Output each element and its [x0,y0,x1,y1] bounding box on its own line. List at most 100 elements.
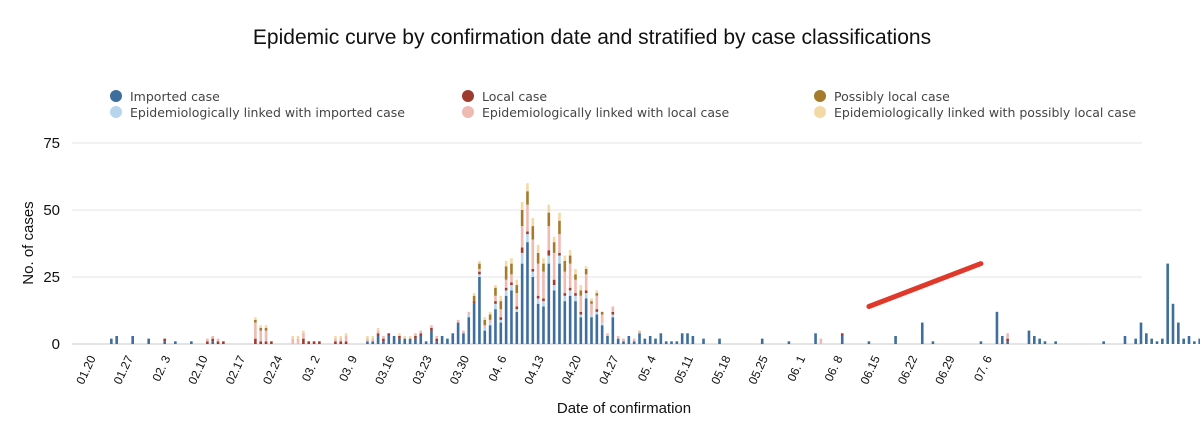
bar-segment [414,333,417,336]
axes: 0 25 50 75 01.20 01.27 02. 3 02.10 02.17 02.24 03.… [43,135,995,386]
legend-label: Epidemiologically linked with imported c… [130,105,405,120]
bar-segment [547,212,551,227]
bar-segment [600,314,604,323]
bar-segment [1006,338,1009,342]
bar-segment [632,338,636,342]
bar-segment [595,293,599,296]
bar-segment [371,338,375,342]
bar-segment [312,341,316,344]
x-tick-label: 06.29 [932,353,958,386]
x-axis-label: Date of confirmation [557,400,691,417]
bar-segment [760,338,764,344]
bar-segment [259,341,263,344]
bar-segment [382,338,385,342]
bar-segment [110,338,113,344]
chart-title: Epidemic curve by confirmation date and … [252,26,932,49]
bar-segment [472,301,476,304]
bar-segment [472,303,476,344]
bar-segment [526,242,529,344]
bar-segment [552,252,556,280]
bar-segment [1198,338,1200,344]
bar-segment [264,330,268,342]
bar-segment [488,311,492,315]
bar-segment [536,295,540,299]
legend-label: Local case [482,89,547,104]
bar-segment [115,335,118,344]
bar-segment [494,309,497,344]
bar-segment [1054,341,1057,344]
bar-segment [382,341,385,344]
bar-segment [547,263,551,344]
bar-segment [1150,338,1153,344]
legend-label: Epidemiologically linked with local case [482,105,730,120]
bar-segment [483,317,487,320]
bar-segment [270,341,273,344]
bar-segment [611,311,615,315]
bar-segment [931,341,935,344]
legend-label: Imported case [130,89,220,104]
bar-segment [259,330,263,342]
bar-segment [307,341,311,344]
bar-segment [339,341,343,344]
bar-segment [547,255,551,264]
bar-segment [840,333,844,336]
bar-segment [526,231,529,235]
y-tick-label: 75 [43,135,60,152]
bar-segment [568,287,572,291]
x-tick-label: 06.22 [895,353,921,386]
bar-segment [419,333,423,336]
bar-segment [520,210,524,227]
bar-segment [499,317,503,320]
bar-segment [595,314,599,344]
bar-segment [547,226,551,251]
bar-segment [398,338,401,344]
bar-segment [419,335,423,344]
x-tick-label: 06. 8 [822,353,846,383]
bar-segment [584,298,588,344]
bar-segment [563,255,567,261]
bar-segment [291,335,295,339]
bar-segment [590,301,593,304]
bar-segment [472,295,476,302]
x-tick-label: 05.25 [746,353,772,386]
bar-segment [499,322,503,344]
bar-segment [499,309,503,318]
bar-segment [376,333,380,336]
bar-segment [376,327,380,331]
bar-segment [1033,335,1036,344]
bar-segment [216,338,220,342]
bar-segment [254,317,257,320]
bar-segment [515,306,519,310]
bar-segment [403,335,407,339]
bar-segment [568,250,572,256]
bar-segment [376,330,380,334]
legend: Imported case Local case Possibly local ca… [110,89,1136,120]
bar-segment [163,338,166,342]
bar-segment [531,218,535,227]
bar-segment [574,293,577,296]
bar-segment [478,274,481,277]
bar-segment [515,285,519,294]
bar-segment [478,271,481,275]
bar-segment [558,234,561,253]
bar-segment [600,322,604,326]
bar-segment [590,298,593,302]
bar-segment [504,279,508,288]
bar-segment [1166,263,1169,344]
legend-marker [814,90,826,102]
bar-segment [638,330,641,334]
bar-segment [568,263,572,288]
legend-marker [462,106,474,118]
bar-segment [563,271,567,294]
bar-segment [339,338,343,342]
bar-segment [1161,338,1164,344]
legend-marker [110,106,122,118]
bar-segment [206,341,209,344]
bar-segment [1006,333,1009,339]
x-tick-label: 03. 9 [336,353,360,383]
bar-segment [547,250,551,256]
x-tick-label: 06. 1 [784,353,808,383]
x-tick-label: 03.30 [447,353,473,386]
bar-segment [371,341,375,344]
bar-segment [414,335,417,339]
